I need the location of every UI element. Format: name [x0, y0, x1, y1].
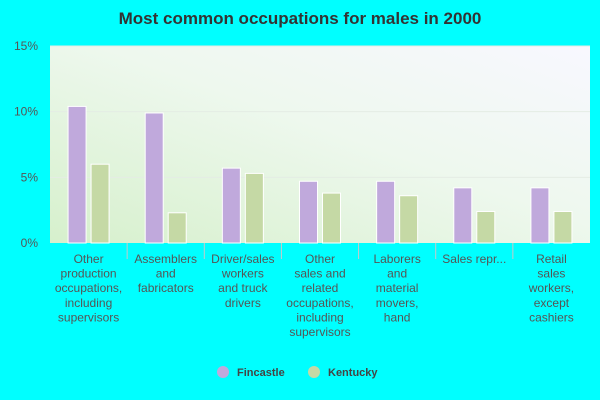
- plot-area: [50, 46, 590, 243]
- bar-kentucky: [167, 212, 187, 244]
- bar-kentucky: [322, 192, 341, 244]
- bar-fincastle: [144, 112, 164, 244]
- legend-swatch: [308, 366, 320, 378]
- category-label: Sales repr...: [442, 252, 506, 266]
- bar-kentucky: [90, 163, 110, 244]
- y-tick-label: 10%: [14, 105, 38, 119]
- category-label: Assemblers and fabricators: [134, 252, 197, 295]
- x-axis-labels: Other production occupations, including supe…: [55, 252, 574, 339]
- bar-fincastle: [376, 180, 396, 244]
- y-tick-label: 0%: [21, 236, 39, 250]
- bar-kentucky: [553, 210, 573, 244]
- y-axis-ticks: 0% 5% 10% 15%: [14, 39, 38, 250]
- y-tick-label: 15%: [14, 39, 38, 53]
- legend-item-fincastle: Fincastle: [217, 366, 285, 379]
- bar-fincastle: [530, 187, 550, 244]
- category-label: Driver/sales workers and truck drivers: [211, 252, 274, 310]
- chart-title: Most common occupations for males in 200…: [119, 9, 482, 28]
- category-label: Retail sales workers, except cashiers: [528, 252, 574, 324]
- grid-lines: [50, 45, 590, 178]
- category-label: Other sales and related occupations, includi…: [286, 252, 353, 339]
- bars: [67, 105, 573, 259]
- legend-label: Fincastle: [237, 367, 285, 379]
- category-label: Other production occupations, including supe…: [55, 252, 122, 324]
- bar-kentucky: [476, 210, 496, 244]
- y-tick-label: 5%: [21, 170, 39, 184]
- legend-swatch: [217, 366, 229, 378]
- legend: Fincastle Kentucky: [217, 366, 378, 379]
- bar-kentucky: [399, 195, 419, 244]
- bar-fincastle: [221, 167, 241, 244]
- legend-label: Kentucky: [328, 367, 378, 379]
- bar-fincastle: [67, 105, 87, 244]
- bar-fincastle: [299, 180, 318, 244]
- category-label: Laborers and material movers, hand: [373, 252, 420, 324]
- legend-item-kentucky: Kentucky: [308, 366, 378, 379]
- bar-fincastle: [453, 187, 473, 244]
- bar-kentucky: [244, 172, 264, 244]
